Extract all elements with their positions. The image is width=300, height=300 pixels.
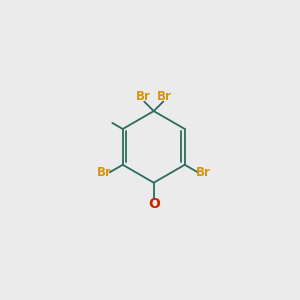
Text: Br: Br bbox=[136, 90, 151, 103]
Text: O: O bbox=[148, 197, 160, 212]
Text: Br: Br bbox=[196, 166, 211, 179]
Text: Br: Br bbox=[157, 90, 171, 103]
Text: Br: Br bbox=[97, 166, 111, 179]
